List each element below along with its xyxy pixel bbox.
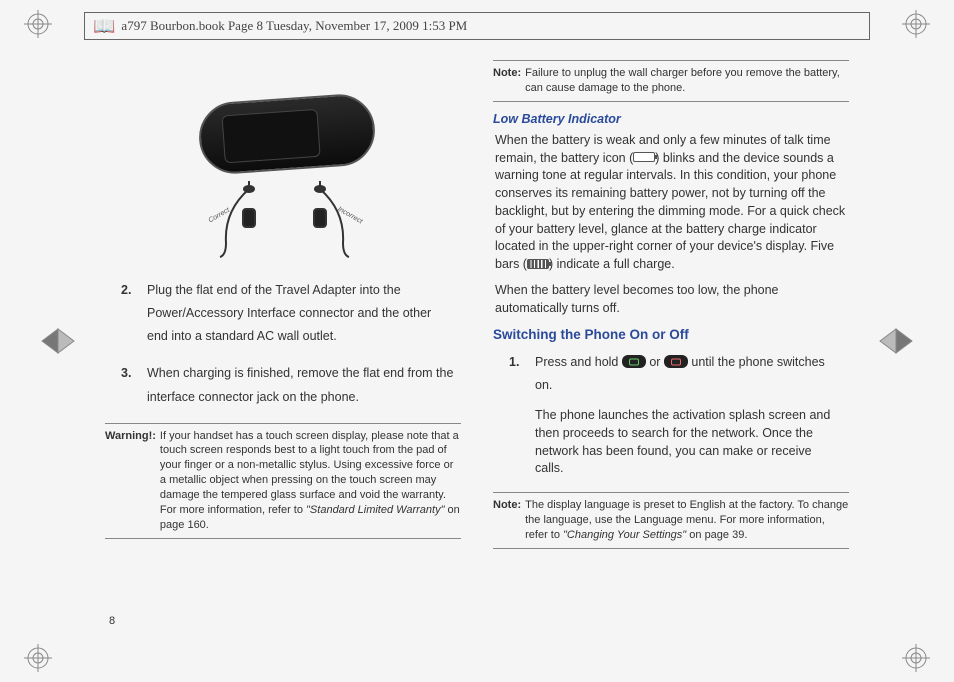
switch-step-1: 1. Press and hold or until the phone swi… — [515, 351, 843, 478]
note2-b: on page 39. — [686, 529, 747, 541]
low-battery-off: When the battery level becomes too low, … — [493, 282, 849, 318]
warning-body: If your handset has a touch screen displ… — [160, 429, 461, 533]
note-unplug-body: Failure to unplug the wall charger befor… — [525, 66, 849, 96]
sw-a: Press and hold — [535, 355, 622, 369]
crop-mark-tl — [24, 10, 52, 38]
step-2: 2. Plug the flat end of the Travel Adapt… — [127, 279, 455, 348]
switch-step-1-number: 1. — [509, 351, 519, 374]
warning-label: Warning!: — [105, 429, 156, 533]
header-text: a797 Bourbon.book Page 8 Tuesday, Novemb… — [121, 18, 467, 34]
book-icon: 📖 — [93, 17, 115, 35]
step-3-text: When charging is finished, remove the fl… — [147, 366, 453, 403]
crop-mark-bl — [24, 644, 52, 672]
steps-list: 2. Plug the flat end of the Travel Adapt… — [105, 279, 461, 409]
crop-mark-left — [40, 323, 76, 359]
note-language-body: The display language is preset to Englis… — [525, 498, 849, 543]
end-key-icon — [664, 355, 688, 368]
heading-low-battery: Low Battery Indicator — [493, 110, 849, 128]
right-column: Note: Failure to unplug the wall charger… — [493, 60, 849, 632]
low-c: ) indicate a full charge. — [549, 257, 675, 271]
switch-steps: 1. Press and hold or until the phone swi… — [493, 351, 849, 478]
left-column: Correct Incorrect 2. Plug the flat end o… — [105, 60, 461, 632]
note-unplug: Note: Failure to unplug the wall charger… — [493, 60, 849, 102]
switch-step-1-p2: The phone launches the activation splash… — [535, 407, 843, 478]
low-battery-paragraph: When the battery is weak and only a few … — [493, 132, 849, 274]
note-language-label: Note: — [493, 498, 521, 543]
send-key-icon — [622, 355, 646, 368]
crop-mark-br — [902, 644, 930, 672]
framemaker-header: 📖 a797 Bourbon.book Page 8 Tuesday, Nove… — [84, 12, 870, 40]
step-3: 3. When charging is finished, remove the… — [127, 362, 455, 408]
page-number: 8 — [109, 614, 115, 630]
note2-ref: "Changing Your Settings" — [563, 529, 686, 541]
note-language: Note: The display language is preset to … — [493, 492, 849, 549]
sw-or: or — [646, 355, 664, 369]
step-3-number: 3. — [121, 362, 131, 385]
cable-incorrect: Incorrect — [289, 181, 351, 259]
page-body: Correct Incorrect 2. Plug the flat end o… — [105, 60, 849, 632]
note-unplug-label: Note: — [493, 66, 521, 96]
cable-correct: Correct — [218, 181, 280, 259]
step-2-text: Plug the flat end of the Travel Adapter … — [147, 283, 431, 343]
battery-empty-icon — [633, 152, 655, 162]
low-b: ) blinks and the device sounds a warning… — [495, 151, 845, 272]
phone-illustration: Correct Incorrect — [173, 90, 393, 265]
warning-block: Warning!: If your handset has a touch sc… — [105, 423, 461, 539]
crop-mark-tr — [902, 10, 930, 38]
battery-full-icon — [527, 259, 549, 269]
step-2-number: 2. — [121, 279, 131, 302]
crop-mark-right — [878, 323, 914, 359]
warning-ref: "Standard Limited Warranty" — [306, 504, 444, 516]
heading-switching: Switching the Phone On or Off — [493, 325, 849, 345]
